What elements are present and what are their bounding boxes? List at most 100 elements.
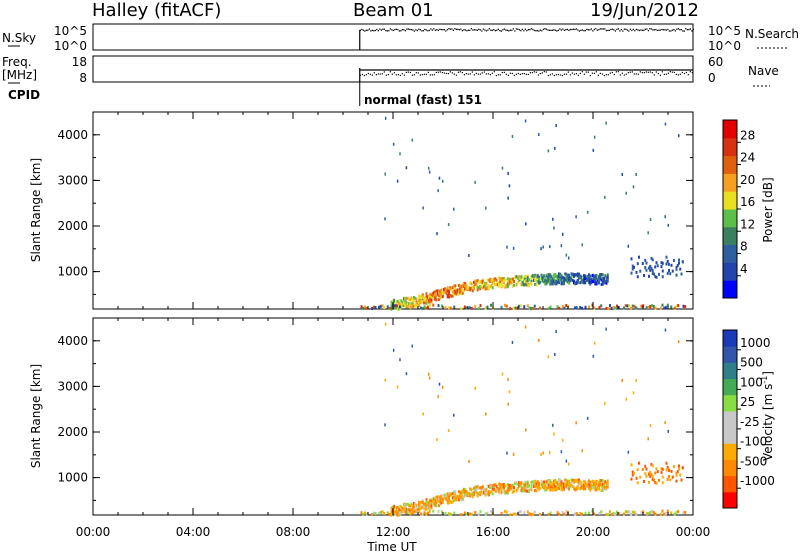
nsky-point (480, 29, 481, 30)
scatter-mark (582, 243, 584, 246)
cpid-label: CPID (8, 88, 40, 102)
nave-point (632, 71, 633, 72)
scatter-mark (410, 512, 412, 515)
nsky-point (483, 29, 484, 30)
scatter-mark (442, 292, 444, 295)
nsky-point (649, 28, 650, 29)
scatter-mark (679, 474, 681, 477)
scatter-mark (525, 428, 527, 431)
scatter-mark (598, 487, 600, 490)
scatter-mark (486, 488, 488, 491)
scatter-mark (485, 306, 487, 309)
nsky-point (541, 30, 542, 31)
nsky-point (598, 29, 599, 30)
y-tick-label: 2000 (57, 219, 88, 233)
scatter-mark (399, 152, 401, 155)
nsky-point (624, 29, 625, 30)
scatter-mark (674, 307, 676, 310)
scatter-mark (647, 437, 649, 440)
nsky-point (432, 29, 433, 30)
scatter-mark (437, 189, 439, 192)
nave-point (536, 72, 537, 73)
nsky-point (576, 28, 577, 29)
nsky-point (490, 30, 491, 31)
freq-trace (360, 68, 693, 82)
scatter-mark (662, 476, 664, 479)
scatter-mark (653, 305, 655, 308)
nsky-point (583, 30, 584, 31)
nave-point (432, 74, 433, 75)
nsky-point (660, 29, 661, 30)
nave-point (556, 74, 557, 75)
scatter-mark (425, 307, 427, 310)
power-colorbar-swatch (723, 138, 737, 156)
scatter-mark (655, 513, 657, 516)
scatter-mark (506, 511, 508, 514)
scatter-mark (397, 180, 399, 183)
scatter-mark (661, 471, 663, 474)
nsky-point (559, 28, 560, 29)
nsky-point (543, 29, 544, 30)
scatter-mark (639, 476, 641, 479)
nsky-point (586, 29, 587, 30)
scatter-mark (507, 378, 509, 381)
scatter-mark (490, 510, 492, 513)
nave-point (578, 75, 579, 76)
nsky-point (381, 29, 382, 30)
nsky-point (507, 30, 508, 31)
nsky-point (499, 30, 500, 31)
scatter-mark (564, 307, 566, 310)
nave-point (540, 73, 541, 74)
scatter-mark (464, 512, 466, 515)
scatter-mark (648, 512, 650, 515)
nsky-point (589, 29, 590, 30)
scatter-mark (574, 306, 576, 309)
nsky-point (610, 29, 611, 30)
scatter-mark (554, 353, 556, 356)
nsky-point (382, 29, 383, 30)
nsky-point (564, 30, 565, 31)
scatter-mark (589, 481, 591, 484)
scatter-mark (538, 339, 540, 342)
nsky-point (466, 30, 467, 31)
scatter-mark (646, 306, 648, 309)
scatter-mark (532, 513, 534, 516)
scatter-mark (631, 257, 633, 260)
scatter-mark (468, 460, 470, 463)
nave-point (464, 74, 465, 75)
nsky-point (577, 29, 578, 30)
scatter-mark (642, 262, 644, 265)
nsky-point (405, 30, 406, 31)
scatter-mark (438, 304, 440, 307)
scatter-mark (422, 412, 424, 415)
nave-point (604, 75, 605, 76)
scatter-mark (371, 307, 373, 310)
nave-point (588, 72, 589, 73)
nave-point (494, 71, 495, 72)
scatter-mark (677, 304, 679, 307)
nave-point (412, 75, 413, 76)
scatter-mark (531, 282, 533, 285)
scatter-mark (406, 166, 408, 169)
scatter-mark (588, 512, 590, 515)
nave-point (564, 74, 565, 75)
nave-point (522, 73, 523, 74)
velocity-colorbar-swatch (723, 362, 737, 379)
nsky-point (429, 30, 430, 31)
power-panel: 1000200030004000 Slant Range [km] (29, 112, 693, 311)
nave-point (584, 74, 585, 75)
nave-point (686, 72, 687, 73)
nave-point (446, 73, 447, 74)
scatter-mark (663, 307, 665, 310)
scatter-mark (429, 377, 431, 380)
scatter-mark (644, 266, 646, 269)
nsearch-tick-bottom: 10^0 (708, 39, 741, 53)
scatter-mark (513, 280, 515, 283)
scatter-mark (396, 304, 398, 307)
scatter-mark (447, 492, 449, 495)
scatter-mark (466, 512, 468, 515)
scatter-mark (523, 511, 525, 514)
scatter-mark (521, 482, 523, 485)
scatter-mark (600, 510, 602, 513)
nsky-point (645, 29, 646, 30)
